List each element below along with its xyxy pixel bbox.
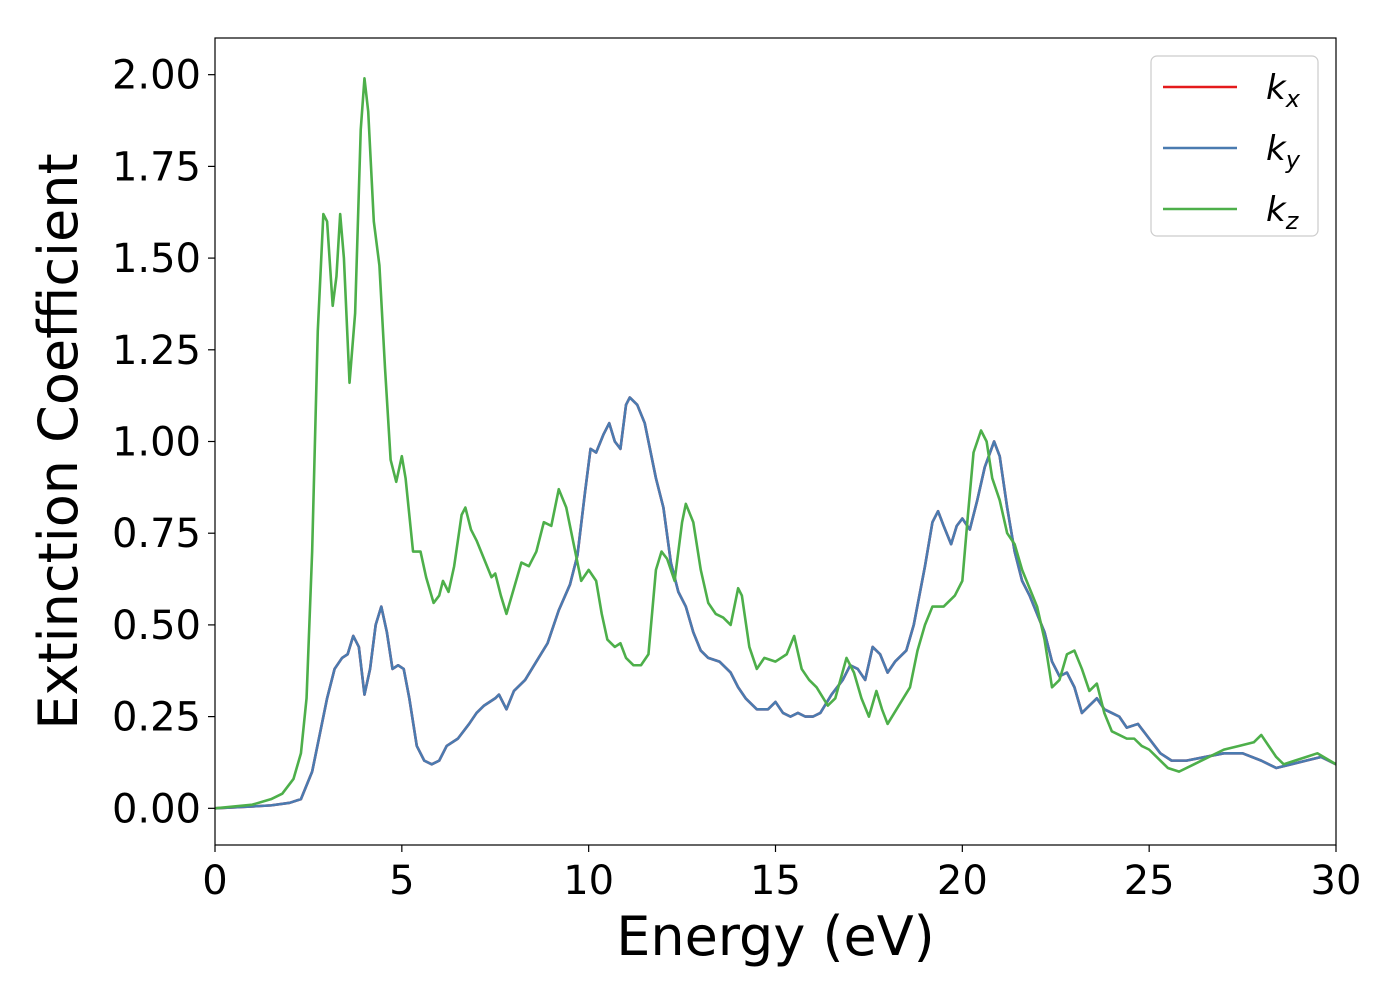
y-axis-label: Extinction Coefficient: [27, 153, 90, 729]
legend-entry-k-x: kx: [1266, 68, 1301, 113]
legend-entry-k-z: kz: [1266, 190, 1300, 235]
legend-entry-k-y: ky: [1266, 129, 1301, 174]
legend-label-subscript: y: [1285, 146, 1301, 174]
x-tick-label: 15: [750, 858, 801, 904]
legend-label-main: k: [1266, 129, 1287, 169]
x-axis-label: Energy (eV): [616, 905, 935, 968]
series-line-k-z: [215, 77, 1336, 810]
x-tick-label: 30: [1311, 858, 1362, 904]
x-tick-label: 20: [937, 858, 988, 904]
y-tick-label: 2.00: [112, 53, 201, 99]
y-tick-label: 1.75: [112, 144, 201, 190]
legend-label-main: k: [1266, 68, 1287, 108]
y-axis-ticks: 0.00 0.25 0.50 0.75 1.00 1.25 1.50 1.75 2.00: [112, 53, 215, 832]
x-tick-label: 10: [563, 858, 614, 904]
y-tick-label: 0.00: [112, 786, 201, 832]
legend-box: [1150, 55, 1319, 237]
x-axis-ticks: 0 5 10 15 20 25 30: [202, 845, 1361, 904]
x-tick-label: 0: [202, 858, 227, 904]
series-layer: [215, 77, 1336, 810]
y-tick-label: 1.00: [112, 420, 201, 466]
x-tick-label: 25: [1124, 858, 1175, 904]
legend-label-subscript: z: [1285, 207, 1300, 235]
y-tick-label: 1.25: [112, 328, 201, 374]
y-tick-label: 0.75: [112, 511, 201, 557]
y-tick-label: 0.50: [112, 603, 201, 649]
series-line-k-y: [215, 396, 1336, 810]
y-tick-label: 0.25: [112, 695, 201, 741]
y-tick-label: 1.50: [112, 236, 201, 282]
legend-label-main: k: [1266, 190, 1287, 230]
legend-label-subscript: x: [1285, 85, 1301, 113]
x-tick-label: 5: [389, 858, 414, 904]
